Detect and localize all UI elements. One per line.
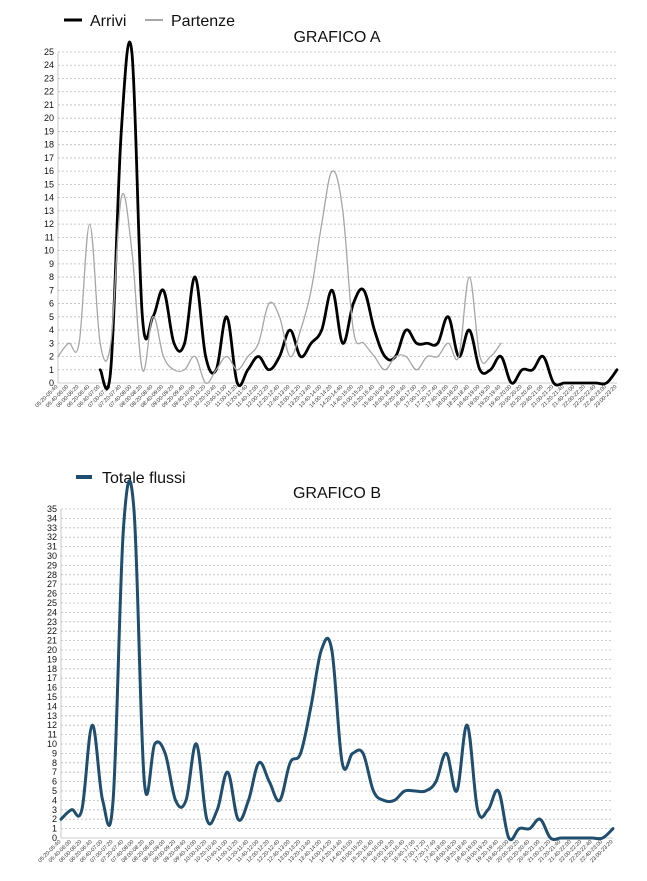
chart-b-y-tick-label: 9 <box>52 748 57 758</box>
chart-b-y-tick-label: 25 <box>47 598 57 608</box>
chart-b-y-tick-label: 29 <box>47 560 57 570</box>
chart-a-y-tick-label: 10 <box>44 246 54 256</box>
chart-b-y-tick-label: 0 <box>52 833 57 843</box>
legend-label-partenze: Partenze <box>171 13 235 30</box>
chart-a-y-tick-label: 12 <box>44 219 54 229</box>
chart-a-y-tick-label: 22 <box>44 87 54 97</box>
chart-b-y-tick-label: 8 <box>52 758 57 768</box>
chart-b-y-tick-label: 33 <box>47 523 57 533</box>
chart-a-y-tick-label: 25 <box>44 47 54 57</box>
chart-b-y-tick-label: 7 <box>52 767 57 777</box>
chart-a-title: GRAFICO A <box>293 29 380 46</box>
chart-a-series-line-partenze <box>57 170 502 384</box>
chart-b-y-tick-label: 5 <box>52 786 57 796</box>
chart-b-y-tick-label: 24 <box>47 607 57 617</box>
chart-b-y-tick-label: 28 <box>47 570 57 580</box>
chart-b-y-tick-label: 11 <box>48 730 57 740</box>
chart-b-y-tick-label: 23 <box>47 617 57 627</box>
chart-b-y-tick-label: 17 <box>47 673 57 683</box>
chart-a-y-tick-label: 24 <box>44 60 54 70</box>
chart-b-y-ticks: 0123456789101112131415161718192021222324… <box>47 504 57 843</box>
chart-b-y-tick-label: 15 <box>47 692 57 702</box>
legend-label-arrivi: Arrivi <box>90 13 126 30</box>
chart-a-series-line-arrivi <box>98 40 619 391</box>
chart-b-y-tick-label: 3 <box>52 805 57 815</box>
chart-b-y-tick-label: 22 <box>47 626 57 636</box>
chart-b-series-line-totale-flussi <box>59 479 615 842</box>
chart-a-y-tick-label: 15 <box>44 179 54 189</box>
chart-b-y-tick-label: 20 <box>47 645 57 655</box>
chart-b-y-tick-label: 6 <box>52 777 57 787</box>
chart-a-y-tick-label: 20 <box>44 113 54 123</box>
chart-b-y-tick-label: 1 <box>52 824 57 834</box>
chart-a-series <box>57 40 619 391</box>
chart-a-y-tick-label: 14 <box>44 193 54 203</box>
legend-label-totale-flussi: Totale flussi <box>102 470 186 487</box>
chart-a-y-tick-label: 7 <box>49 285 54 295</box>
chart-b-y-tick-label: 30 <box>47 551 57 561</box>
chart-a-y-tick-label: 19 <box>44 126 54 136</box>
chart-a-y-tick-label: 21 <box>44 100 54 110</box>
chart-b-x-ticks: 05:20-05:4005:40-06:0006:00-06:2006:20-0… <box>37 839 614 864</box>
chart-a-y-tick-label: 23 <box>44 73 54 83</box>
chart-a-legend: Arrivi Partenze <box>64 13 235 30</box>
chart-a-y-tick-label: 16 <box>44 166 54 176</box>
chart-b-y-tick-label: 35 <box>47 504 57 514</box>
chart-b-y-tick-label: 13 <box>47 711 57 721</box>
chart-b-y-tick-label: 10 <box>47 739 57 749</box>
chart-b-y-tick-label: 2 <box>52 814 57 824</box>
chart-a-y-tick-label: 2 <box>49 352 54 362</box>
chart-a-y-tick-label: 17 <box>44 153 54 163</box>
chart-b-y-tick-label: 31 <box>47 542 57 552</box>
chart-a-y-tick-label: 6 <box>49 299 54 309</box>
chart-b-y-tick-label: 21 <box>47 636 57 646</box>
chart-b-y-tick-label: 19 <box>47 654 57 664</box>
chart-b-title: GRAFICO B <box>293 485 381 502</box>
chart-a-y-tick-label: 13 <box>44 206 54 216</box>
chart-a-y-ticks: 0123456789101112131415161718192021222324… <box>44 47 54 388</box>
chart-a-y-tick-label: 0 <box>49 378 54 388</box>
chart-b-series <box>59 479 615 842</box>
chart-b-y-tick-label: 16 <box>47 683 57 693</box>
chart-b-y-tick-label: 4 <box>52 795 57 805</box>
chart-a-y-tick-label: 9 <box>49 259 54 269</box>
chart-a-y-tick-label: 11 <box>45 232 54 242</box>
chart-a-y-tick-label: 18 <box>44 140 54 150</box>
chart-a-y-tick-label: 1 <box>49 365 54 375</box>
chart-b-legend: Totale flussi <box>76 470 186 487</box>
chart-a-y-tick-label: 4 <box>49 325 54 335</box>
chart-a-y-tick-label: 3 <box>49 338 54 348</box>
chart-a-y-tick-label: 8 <box>49 272 54 282</box>
chart-b-y-tick-label: 32 <box>47 532 57 542</box>
chart-a-x-ticks: 05:20-05:4005:40-06:0006:00-06:2006:20-0… <box>34 384 618 409</box>
chart-b-y-tick-label: 18 <box>47 664 57 674</box>
chart-a: Arrivi Partenze GRAFICO A 01234567891011… <box>34 13 618 409</box>
chart-b-y-tick-label: 27 <box>47 579 57 589</box>
chart-b-y-tick-label: 12 <box>47 720 57 730</box>
chart-b-y-tick-label: 26 <box>47 589 57 599</box>
chart-b-y-tick-label: 34 <box>47 513 57 523</box>
chart-a-grid <box>57 51 617 384</box>
chart-b-y-tick-label: 14 <box>47 701 57 711</box>
chart-a-y-tick-label: 5 <box>49 312 54 322</box>
chart-b: Totale flussi GRAFICO B 0123456789101112… <box>37 470 615 864</box>
